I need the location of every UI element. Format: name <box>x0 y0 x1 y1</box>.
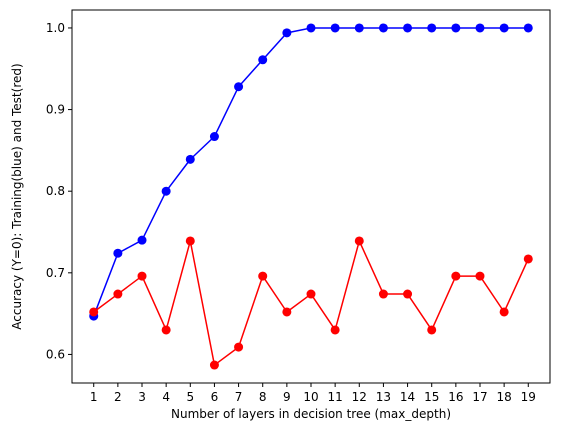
series-1-point <box>89 307 99 317</box>
ticks: 1 2 3 4 5 6 7 8 9 10 11 12 13 14 15 16 17 18 190.60.70.80.… <box>46 21 536 404</box>
series-group <box>89 23 533 370</box>
series-1-point <box>354 236 364 246</box>
series-1-point <box>113 289 123 299</box>
series-0-point <box>427 23 437 33</box>
series-1-point <box>330 325 340 335</box>
series-1-point <box>234 342 244 352</box>
x-tick-label: 17 <box>472 390 487 404</box>
series-0-point <box>354 23 364 33</box>
series-1-point <box>185 236 195 246</box>
x-tick-label: 9 <box>283 390 291 404</box>
x-tick-label: 4 <box>162 390 170 404</box>
series-0-point <box>234 82 244 92</box>
series-1-point <box>282 307 292 317</box>
x-tick-label: 8 <box>259 390 267 404</box>
series-0-point <box>451 23 461 33</box>
x-tick-label: 2 <box>114 390 122 404</box>
x-tick-label: 19 <box>521 390 536 404</box>
series-1-point <box>427 325 437 335</box>
series-0-point <box>499 23 509 33</box>
y-tick-label: 0.9 <box>46 103 65 117</box>
y-tick-label: 0.7 <box>46 266 65 280</box>
series-0-point <box>475 23 485 33</box>
series-0-point <box>161 186 171 196</box>
x-tick-label: 5 <box>186 390 194 404</box>
y-axis-label: Accuracy (Y=0): Training(blue) and Test(… <box>10 63 24 329</box>
y-tick-label: 0.6 <box>46 347 65 361</box>
x-tick-label: 12 <box>352 390 367 404</box>
series-0-point <box>137 235 147 245</box>
x-tick-label: 11 <box>328 390 343 404</box>
y-tick-label: 1.0 <box>46 21 65 35</box>
x-tick-label: 18 <box>496 390 511 404</box>
x-tick-label: 15 <box>424 390 439 404</box>
x-axis-label: Number of layers in decision tree (max_d… <box>171 407 451 421</box>
series-1-point <box>137 271 147 281</box>
x-tick-label: 16 <box>448 390 463 404</box>
series-1-point <box>451 271 461 281</box>
series-1-point <box>306 289 316 299</box>
series-1-point <box>161 325 171 335</box>
series-0-point <box>209 132 219 142</box>
series-0-point <box>282 28 292 38</box>
series-1-point <box>258 271 268 281</box>
series-1-point <box>475 271 485 281</box>
series-1-point <box>403 289 413 299</box>
series-0-point <box>403 23 413 33</box>
series-0-point <box>330 23 340 33</box>
x-tick-label: 10 <box>303 390 318 404</box>
x-tick-label: 6 <box>211 390 219 404</box>
series-1-point <box>209 360 219 370</box>
plot-frame <box>71 9 551 384</box>
series-0-point <box>306 23 316 33</box>
x-tick-label: 14 <box>400 390 415 404</box>
x-tick-label: 7 <box>235 390 243 404</box>
x-tick-label: 1 <box>90 390 98 404</box>
series-1-point <box>499 307 509 317</box>
x-tick-label: 13 <box>376 390 391 404</box>
y-tick-label: 0.8 <box>46 184 65 198</box>
series-1-point <box>378 289 388 299</box>
series-0-point <box>523 23 533 33</box>
x-tick-label: 3 <box>138 390 146 404</box>
series-0-point <box>258 55 268 65</box>
series-1-point <box>523 254 533 264</box>
series-0-point <box>113 248 123 258</box>
plot-area <box>72 10 550 383</box>
series-0-point <box>185 154 195 164</box>
series-0-point <box>378 23 388 33</box>
